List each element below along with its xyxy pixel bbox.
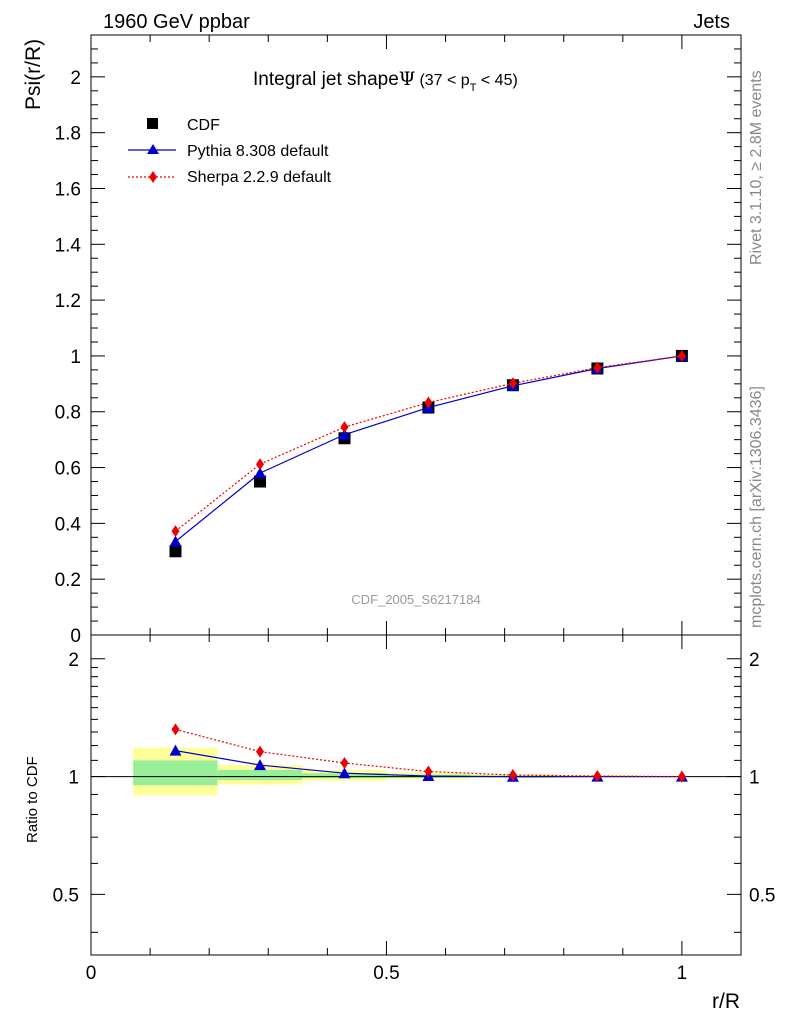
main-y-tick-label: 0.8 [55, 403, 81, 424]
main-y-tick-label: 1.4 [55, 235, 82, 256]
ratio-y-tick-label: 1 [68, 768, 79, 789]
sherpa-point [256, 458, 264, 471]
main-y-tick-label: 1.2 [55, 291, 81, 312]
sherpa-point [171, 525, 180, 538]
legend-pythia-label: Pythia 8.308 default [187, 143, 329, 160]
sherpa-ratio-point [171, 723, 180, 736]
sherpa-ratio-point [593, 770, 602, 783]
ratio-bands [133, 747, 640, 796]
main-y-tick-label: 0.4 [55, 514, 82, 535]
cdf-point [169, 545, 182, 558]
main-y-axis-label: Psi(r/R) [22, 39, 45, 110]
ratio-y-axis-label: Ratio to CDF [24, 756, 41, 843]
sherpa-ratio-point [340, 757, 349, 770]
pythia-ratio-point [254, 759, 266, 771]
main-y-tick-label: 1.6 [55, 179, 81, 200]
x-tick-label: 1 [677, 963, 688, 984]
pythia-series-main [169, 349, 688, 547]
header-right-label: Jets [693, 11, 730, 33]
sherpa-ratio-point [256, 745, 264, 758]
main-y-tick-label: 0.6 [55, 459, 81, 480]
legend-cdf-label: CDF [187, 117, 220, 134]
main-y-tick-label: 0.2 [55, 570, 81, 591]
ratio-y-tick-label-right: 2 [749, 650, 760, 671]
title-range-suffix: < 45) [476, 72, 517, 89]
main-ticks: 0 0.2 0.4 0.6 0.8 1 1.2 1.4 1.6 1.8 2 [55, 35, 742, 647]
ratio-ticks: 0 0.5 1 0.5 0.5 1 1 2 2 [53, 635, 775, 984]
sherpa-series-main [171, 349, 686, 538]
title-range-prefix: (37 < p [419, 72, 469, 89]
main-panel: 0 0.2 0.4 0.6 0.8 1 1.2 1.4 1.6 1.8 2 Psi(r/R) Int… [22, 34, 742, 647]
main-y-tick-label: 1 [70, 347, 81, 368]
sherpa-ratio-point [508, 769, 517, 782]
sherpa-point [424, 396, 433, 409]
main-y-tick-label: 0 [70, 626, 81, 647]
pythia-point [338, 428, 351, 440]
legend: CDF Pythia 8.308 default Sherpa 2.2.9 de… [128, 117, 332, 186]
ratio-y-tick-label: 0.5 [53, 885, 79, 906]
ratio-y-tick-label-right: 0.5 [749, 885, 775, 906]
title-range-sub: T [470, 82, 477, 94]
sherpa-point [593, 361, 602, 374]
pythia-line [175, 355, 682, 542]
x-tick-label: 0 [86, 963, 97, 984]
ratio-series [169, 723, 688, 783]
sherpa-point [508, 377, 517, 390]
main-series [169, 349, 688, 558]
sherpa-point [677, 349, 686, 362]
cdf-series-main [169, 349, 688, 558]
title-main: Integral jet shape [253, 69, 399, 90]
sherpa-ratio-point [677, 770, 686, 783]
ratio-y-tick-label: 2 [68, 650, 79, 671]
pythia-point [169, 535, 182, 547]
ratio-y-tick-label-right: 1 [749, 768, 760, 789]
uncertainty-band-green [217, 769, 303, 780]
legend-pythia-marker [147, 144, 159, 154]
sherpa-ratio-point [424, 765, 433, 778]
uncertainty-band-green [133, 760, 218, 786]
pythia-ratio-point [169, 744, 182, 756]
sherpa-series-ratio [171, 723, 686, 783]
analysis-watermark: CDF_2005_S6217184 [351, 592, 480, 607]
header-left-label: 1960 GeV ppbar [103, 11, 250, 33]
title-symbol: Ψ [399, 68, 416, 90]
pythia-ratio-point [338, 767, 351, 779]
sherpa-point [340, 421, 349, 434]
legend-sherpa-marker [149, 171, 157, 183]
main-y-tick-label: 1.8 [55, 124, 81, 145]
pythia-point [254, 467, 266, 479]
mcplots-label: mcplots.cern.ch [arXiv:1306.3436] [748, 386, 765, 628]
legend-sherpa-label: Sherpa 2.2.9 default [187, 169, 332, 186]
legend-cdf-marker [147, 118, 158, 129]
x-axis-label: r/R [712, 990, 740, 1013]
sherpa-line [175, 355, 682, 532]
main-y-tick-label: 2 [70, 68, 81, 89]
x-tick-label: 0.5 [373, 963, 399, 984]
ratio-plot-frame [90, 634, 742, 956]
ratio-panel: 0 0.5 1 0.5 0.5 1 1 2 2 Ratio to CDF r/R [24, 634, 775, 1013]
rivet-version-label: Rivet 3.1.10, ≥ 2.8M events [748, 70, 765, 265]
main-chart-title: Integral jet shapeΨ (37 < pT < 45) [253, 68, 518, 94]
cdf-point [254, 475, 266, 488]
